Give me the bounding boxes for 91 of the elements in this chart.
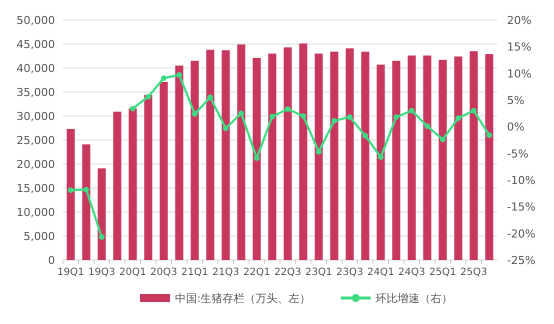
y2-tick-label: -5% — [507, 147, 528, 160]
x-tick-label: 24Q3 — [398, 267, 426, 278]
bar — [66, 128, 75, 260]
y2-tick-label: 15% — [507, 40, 532, 54]
point — [176, 72, 182, 78]
bar — [392, 60, 400, 260]
y2-tick-label: 0% — [507, 120, 524, 134]
point — [470, 108, 477, 114]
point — [83, 186, 90, 192]
point — [68, 187, 74, 193]
legend-label: 中国:生猪存栏（万头、左） — [175, 292, 311, 305]
y-tick-label: 15,000 — [16, 182, 55, 195]
bar — [376, 64, 385, 260]
y-tick-label: 45,000 — [16, 38, 55, 51]
bar — [144, 94, 152, 260]
point — [393, 114, 400, 120]
y-tick-label: 35,000 — [16, 86, 55, 99]
point — [98, 234, 105, 240]
y2-tick-label: 20% — [507, 14, 532, 27]
bar — [454, 56, 462, 260]
point — [455, 115, 462, 121]
y2-tick-label: -15% — [507, 200, 536, 214]
point — [440, 136, 446, 142]
y-tick-label: 25,000 — [16, 134, 55, 147]
point — [346, 114, 353, 120]
bar — [82, 144, 90, 260]
y2-tick-label: 10% — [507, 67, 532, 80]
bar — [237, 44, 246, 260]
bar — [98, 168, 106, 260]
x-tick-label: 23Q1 — [305, 267, 332, 278]
y-tick-label: 0 — [48, 254, 55, 267]
bar — [330, 52, 338, 260]
bar — [175, 66, 184, 260]
x-tick-label: 22Q3 — [274, 267, 302, 278]
x-tick-label: 19Q1 — [57, 267, 84, 278]
bar — [423, 56, 432, 260]
y-tick-label: 10,000 — [16, 206, 55, 219]
bar — [113, 112, 122, 260]
point — [160, 75, 167, 81]
x-tick-label: 22Q1 — [243, 267, 270, 278]
x-tick-label: 19Q3 — [88, 267, 116, 278]
y2-tick-label: 5% — [507, 94, 524, 107]
y2-tick-label: -20% — [507, 227, 536, 240]
point — [284, 106, 291, 112]
point — [424, 123, 430, 129]
bar — [190, 60, 199, 260]
bar — [438, 60, 447, 260]
bar — [252, 58, 261, 260]
bar — [299, 44, 308, 260]
y-tick-label: 50,000 — [16, 14, 55, 27]
bar — [160, 82, 168, 260]
y2-tick-label: -10% — [507, 174, 536, 187]
bar — [206, 50, 214, 260]
y2-tick-label: -25% — [507, 254, 536, 267]
point — [331, 118, 338, 124]
point — [316, 148, 322, 155]
bar — [470, 51, 478, 260]
bar — [284, 47, 292, 260]
bar — [408, 56, 416, 260]
point — [300, 113, 306, 119]
point — [192, 111, 198, 117]
bar — [346, 48, 354, 260]
point — [408, 108, 415, 114]
point — [207, 94, 214, 100]
x-tick-label: 25Q3 — [460, 267, 488, 278]
y-tick-label: 5,000 — [24, 230, 55, 243]
bar — [485, 54, 494, 260]
point — [378, 154, 384, 160]
point — [222, 125, 229, 132]
point — [145, 94, 152, 100]
point — [238, 110, 244, 116]
point — [362, 132, 368, 139]
y-tick-label: 20,000 — [16, 158, 55, 171]
x-tick-label: 23Q3 — [336, 267, 364, 278]
point — [130, 106, 136, 112]
bar — [128, 108, 137, 260]
point — [486, 132, 492, 138]
legend-label: 环比增速（右） — [376, 292, 453, 305]
point — [269, 114, 276, 120]
x-tick-label: 20Q3 — [150, 267, 178, 278]
y-tick-label: 30,000 — [16, 110, 55, 123]
bar — [222, 50, 230, 260]
x-tick-label: 25Q1 — [429, 267, 456, 278]
x-tick-label: 24Q1 — [367, 267, 394, 278]
y-tick-label: 40,000 — [16, 62, 55, 75]
x-tick-label: 21Q3 — [212, 267, 240, 278]
x-tick-label: 21Q1 — [181, 267, 208, 278]
bar — [268, 54, 276, 260]
x-tick-label: 20Q1 — [119, 267, 146, 278]
bar — [361, 52, 370, 260]
bar — [314, 54, 323, 260]
